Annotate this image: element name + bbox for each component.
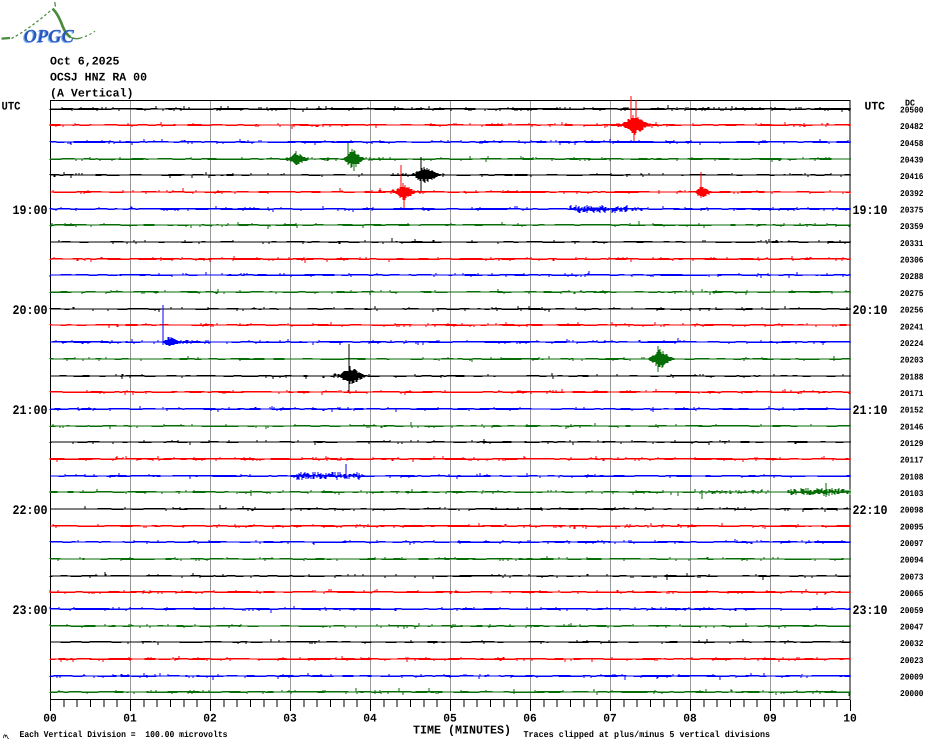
svg-text:Traces clipped at plus/minus 5: Traces clipped at plus/minus 5 vertical …: [524, 730, 771, 740]
svg-text:21:00: 21:00: [13, 403, 48, 418]
svg-text:20500: 20500: [900, 106, 924, 116]
svg-text:OPGC: OPGC: [24, 27, 75, 47]
svg-text:(A Vertical): (A Vertical): [50, 88, 134, 101]
svg-text:22:10: 22:10: [853, 503, 888, 518]
svg-text:20241: 20241: [900, 322, 924, 332]
svg-text:06: 06: [523, 713, 537, 726]
svg-text:20359: 20359: [900, 222, 924, 232]
svg-text:20103: 20103: [900, 489, 924, 499]
svg-text:00: 00: [43, 713, 57, 726]
svg-text:20098: 20098: [900, 506, 924, 516]
svg-text:20416: 20416: [900, 172, 924, 182]
svg-text:20439: 20439: [900, 156, 924, 166]
svg-text:20482: 20482: [900, 122, 924, 132]
svg-text:20129: 20129: [900, 439, 924, 449]
svg-text:20032: 20032: [900, 639, 924, 649]
svg-text:21:10: 21:10: [853, 403, 888, 418]
svg-text:20306: 20306: [900, 256, 924, 266]
svg-text:07: 07: [603, 713, 617, 726]
svg-text:20065: 20065: [900, 589, 924, 599]
svg-text:04: 04: [363, 713, 377, 726]
svg-text:08: 08: [683, 713, 697, 726]
svg-text:20097: 20097: [900, 539, 924, 549]
svg-text:20073: 20073: [900, 572, 924, 582]
svg-text:20256: 20256: [900, 306, 924, 316]
svg-text:UTC: UTC: [2, 101, 21, 114]
svg-text:Oct 6,2025: Oct 6,2025: [50, 56, 120, 69]
svg-text:20023: 20023: [900, 656, 924, 666]
svg-text:20375: 20375: [900, 206, 924, 216]
svg-text:20152: 20152: [900, 406, 924, 416]
svg-text:20224: 20224: [900, 339, 924, 349]
svg-text:20000: 20000: [900, 689, 924, 699]
svg-text:20:10: 20:10: [853, 303, 888, 318]
svg-text:20009: 20009: [900, 673, 924, 683]
svg-text:20146: 20146: [900, 422, 924, 432]
svg-text:20275: 20275: [900, 289, 924, 299]
svg-text:TIME (MINUTES): TIME (MINUTES): [413, 724, 511, 738]
svg-text:23:10: 23:10: [853, 603, 888, 618]
svg-text:01: 01: [123, 713, 137, 726]
svg-text:20047: 20047: [900, 622, 924, 632]
svg-text:03: 03: [283, 713, 297, 726]
svg-text:UTC: UTC: [865, 101, 886, 114]
svg-text:19:00: 19:00: [13, 203, 48, 218]
svg-text:20188: 20188: [900, 372, 924, 382]
svg-text:20331: 20331: [900, 239, 924, 249]
svg-text:09: 09: [763, 713, 777, 726]
svg-text:Each Vertical Division = 100.: Each Vertical Division = 100.00 microvol…: [20, 730, 228, 740]
svg-text:02: 02: [203, 713, 217, 726]
svg-text:22:00: 22:00: [13, 503, 48, 518]
svg-text:20171: 20171: [900, 389, 924, 399]
svg-text:20117: 20117: [900, 456, 924, 466]
svg-text:OPGC: OPGC: [23, 28, 74, 48]
svg-text:20095: 20095: [900, 522, 924, 532]
svg-text:19:10: 19:10: [853, 203, 888, 218]
svg-text:DC: DC: [905, 99, 916, 109]
svg-text:20458: 20458: [900, 139, 924, 149]
svg-text:20203: 20203: [900, 356, 924, 366]
svg-text:20108: 20108: [900, 472, 924, 482]
svg-text:05: 05: [443, 713, 457, 726]
svg-text:10: 10: [843, 713, 857, 726]
svg-text:20059: 20059: [900, 606, 924, 616]
svg-text:OCSJ HNZ RA 00: OCSJ HNZ RA 00: [50, 72, 147, 85]
svg-text:23:00: 23:00: [13, 603, 48, 618]
svg-text:20392: 20392: [900, 189, 924, 199]
svg-text:20:00: 20:00: [13, 303, 48, 318]
svg-text:20288: 20288: [900, 272, 924, 282]
svg-text:20094: 20094: [900, 556, 924, 566]
